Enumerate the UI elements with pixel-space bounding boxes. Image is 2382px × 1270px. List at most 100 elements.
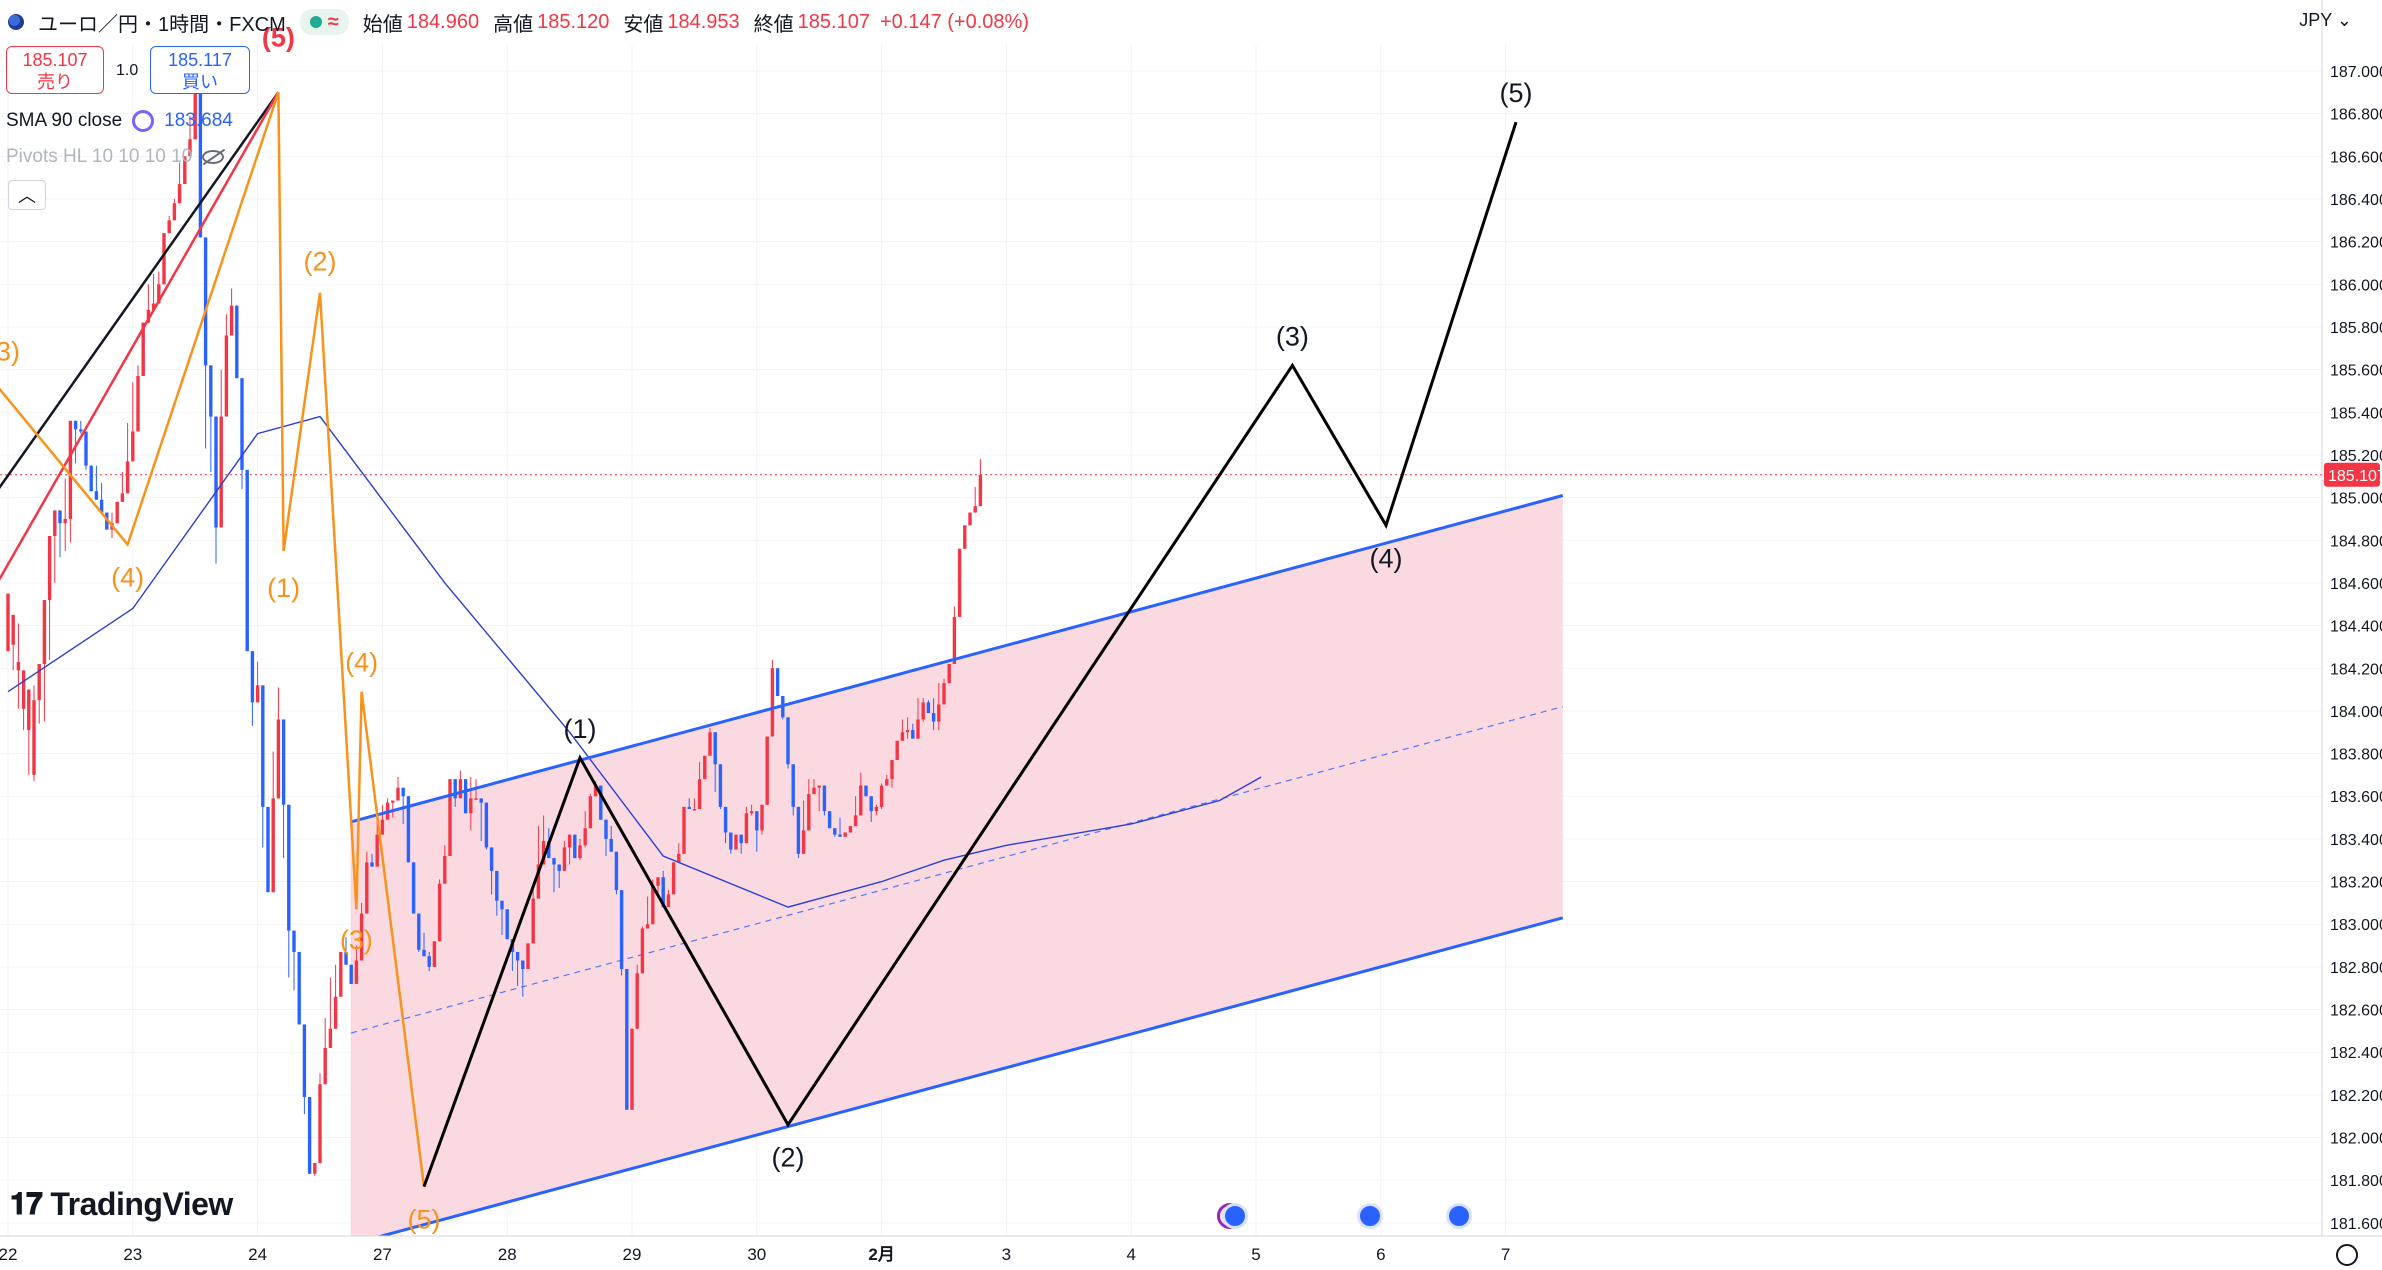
wave-label: 3) bbox=[0, 336, 20, 366]
candle bbox=[791, 764, 795, 816]
collapse-legend-button[interactable]: ︿ bbox=[8, 180, 46, 210]
settings-icon[interactable] bbox=[2336, 1244, 2358, 1266]
candle-body bbox=[417, 913, 421, 950]
candle-body bbox=[292, 930, 296, 952]
candle-body bbox=[375, 834, 379, 867]
market-status-pill[interactable]: ≈ bbox=[299, 9, 349, 35]
candle bbox=[94, 465, 99, 500]
candle bbox=[21, 670, 26, 731]
wave-label: (3) bbox=[340, 925, 373, 955]
candle-body bbox=[365, 862, 369, 914]
candle-body bbox=[276, 719, 281, 799]
sma-indicator-value: 183.684 bbox=[164, 110, 233, 131]
candle-body bbox=[16, 661, 21, 671]
currency-selector[interactable]: JPY ⌄ bbox=[2299, 10, 2352, 31]
market-open-dot-icon bbox=[309, 16, 322, 28]
candle bbox=[588, 794, 593, 829]
candle-body bbox=[963, 525, 967, 549]
candle-body bbox=[625, 969, 629, 1110]
candle-body bbox=[21, 670, 26, 709]
wave-label: (4) bbox=[111, 563, 144, 593]
price-tick-label: 184.600 bbox=[2330, 576, 2382, 593]
candle-body bbox=[614, 851, 619, 891]
calendar-event-icon[interactable] bbox=[1222, 1203, 1249, 1229]
candle bbox=[224, 314, 229, 417]
wave-label: (3) bbox=[1276, 321, 1309, 351]
candle bbox=[505, 909, 509, 940]
calendar-event-icon[interactable] bbox=[1357, 1203, 1384, 1229]
candle-body bbox=[120, 493, 125, 502]
candle bbox=[864, 785, 868, 797]
wave-label: (1) bbox=[267, 573, 300, 603]
candle-body bbox=[952, 617, 957, 664]
refresh-icon[interactable] bbox=[132, 110, 155, 132]
candle-body bbox=[250, 651, 255, 703]
candle bbox=[796, 806, 801, 859]
candle-body bbox=[302, 1024, 307, 1097]
candle-body bbox=[931, 713, 936, 722]
candle-body bbox=[391, 800, 395, 803]
hidden-eye-icon[interactable] bbox=[202, 150, 225, 164]
candle-body bbox=[775, 668, 780, 696]
candle-body bbox=[661, 877, 665, 908]
candle-body bbox=[812, 787, 816, 795]
symbol-title[interactable]: ユーロ／円・1時間・FXCM bbox=[38, 13, 286, 36]
candle-body bbox=[463, 779, 468, 814]
candle-body bbox=[380, 819, 385, 835]
candle-body bbox=[708, 732, 712, 756]
price-tick-label: 183.600 bbox=[2330, 789, 2382, 806]
wave-label: (2) bbox=[772, 1143, 805, 1173]
sma-indicator-legend[interactable]: SMA 90 close 183.684 bbox=[6, 110, 233, 132]
buy-label: 買い bbox=[182, 72, 218, 92]
candle bbox=[635, 964, 639, 1029]
candle-body bbox=[817, 785, 821, 788]
candle bbox=[255, 661, 260, 703]
candle bbox=[801, 800, 806, 854]
buy-button[interactable]: 185.117 買い bbox=[150, 46, 250, 94]
candle-body bbox=[281, 719, 286, 805]
candle bbox=[32, 685, 36, 782]
candle-body bbox=[89, 465, 93, 492]
candle-body bbox=[287, 804, 291, 931]
candle bbox=[661, 870, 665, 908]
candle-body bbox=[744, 813, 749, 844]
close-value: 185.107 bbox=[797, 10, 870, 33]
candle-body bbox=[859, 785, 863, 816]
candle-body bbox=[900, 732, 905, 741]
candle bbox=[552, 858, 556, 893]
candle bbox=[417, 913, 421, 952]
high-value: 185.120 bbox=[537, 10, 610, 33]
candle bbox=[365, 851, 369, 914]
calendar-event-icon[interactable] bbox=[1445, 1203, 1472, 1229]
candle bbox=[162, 233, 166, 285]
candle-body bbox=[271, 798, 275, 893]
order-quantity[interactable]: 1.0 bbox=[116, 62, 139, 79]
candle-body bbox=[687, 806, 691, 810]
candle-body bbox=[562, 847, 567, 871]
candle-body bbox=[453, 779, 457, 799]
candle-body bbox=[755, 811, 759, 831]
price-tick-label: 183.000 bbox=[2330, 917, 2382, 934]
candle-body bbox=[136, 376, 140, 432]
price-tick-label: 185.400 bbox=[2330, 405, 2382, 422]
candle-body bbox=[885, 779, 889, 786]
candle bbox=[682, 806, 686, 854]
open-value: 184.960 bbox=[406, 10, 480, 33]
candle-body bbox=[807, 794, 811, 831]
candle-body bbox=[521, 960, 525, 970]
candle-body bbox=[261, 685, 265, 807]
candle bbox=[921, 698, 925, 722]
candle-body bbox=[848, 826, 853, 833]
sell-button[interactable]: 185.107 売り bbox=[6, 46, 104, 94]
candle-body bbox=[942, 683, 946, 705]
candle bbox=[84, 431, 88, 470]
elliott-projection bbox=[422, 121, 1518, 1188]
tradingview-logo[interactable]: 𝟏𝟕 TradingView bbox=[10, 1186, 233, 1223]
candle-body bbox=[484, 802, 489, 848]
candle-body bbox=[734, 834, 738, 850]
pivots-indicator-legend[interactable]: Pivots HL 10 10 10 10 bbox=[6, 146, 225, 168]
candle-body bbox=[973, 506, 977, 513]
candle bbox=[177, 162, 182, 204]
